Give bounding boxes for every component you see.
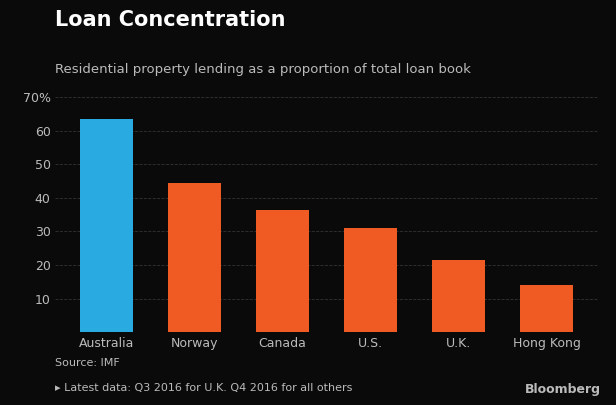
Text: Bloomberg: Bloomberg: [525, 383, 601, 396]
Text: Loan Concentration: Loan Concentration: [55, 10, 286, 30]
Bar: [344, 228, 397, 332]
Bar: [168, 183, 221, 332]
Bar: [80, 119, 133, 332]
Bar: [256, 210, 309, 332]
Text: Source: IMF: Source: IMF: [55, 358, 120, 369]
Text: ▸ Latest data: Q3 2016 for U.K. Q4 2016 for all others: ▸ Latest data: Q3 2016 for U.K. Q4 2016 …: [55, 383, 353, 393]
Bar: [520, 285, 573, 332]
Text: Residential property lending as a proportion of total loan book: Residential property lending as a propor…: [55, 63, 471, 76]
Bar: [432, 260, 485, 332]
